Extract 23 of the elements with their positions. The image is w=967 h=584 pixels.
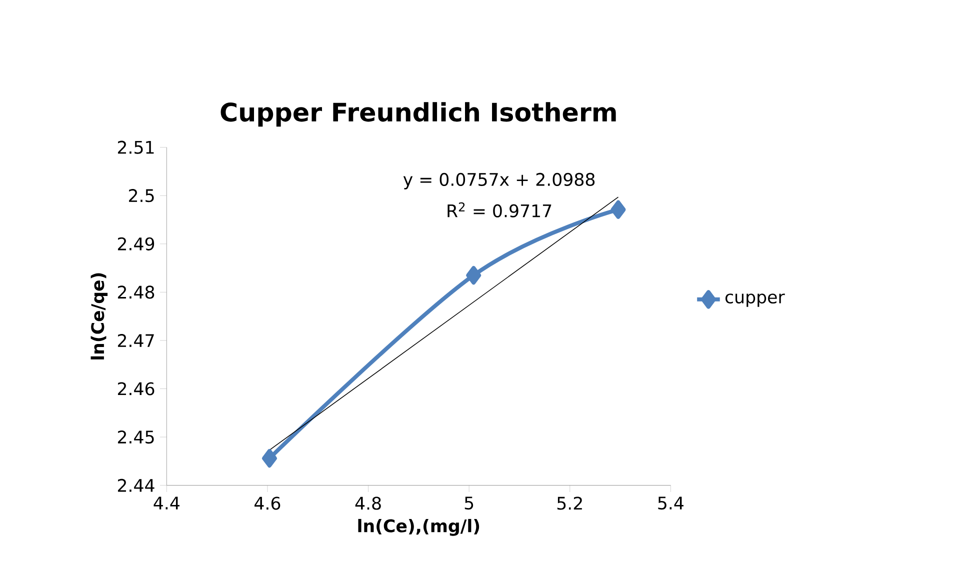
x-tick-label: 5.2 <box>557 496 582 510</box>
x-tick-label: 4.6 <box>254 496 280 510</box>
y-tick-label: 2.44 <box>118 478 154 492</box>
point <box>262 448 277 468</box>
y-tick-label: 2.46 <box>118 382 154 396</box>
y-tick-label: 2.5 <box>129 189 154 202</box>
chart-title: Cupper Freundlich Isotherm <box>220 102 616 127</box>
x-tick-label: 4.8 <box>355 496 381 510</box>
x-tick-label: 4.4 <box>154 496 180 510</box>
annotation: R$^{2}$ = 0.9717 <box>448 202 552 218</box>
y-tick-label: 2.45 <box>118 430 154 444</box>
y-tick-label: 2.49 <box>118 237 154 250</box>
point <box>466 266 482 285</box>
y-tick-label: 2.51 <box>118 140 154 154</box>
legend-label: cupper <box>725 294 785 307</box>
x-axis-title: ln(Ce),(mg/l) <box>358 518 480 536</box>
y-axis-title: ln(Ce/qe) <box>90 273 108 360</box>
annotation: y = 0.0757x + 2.0988 <box>403 172 595 190</box>
y-tick-label: 2.48 <box>118 286 154 299</box>
point <box>610 200 626 219</box>
x-tick-label: 5.4 <box>658 496 684 510</box>
y-tick-label: 2.47 <box>118 334 154 347</box>
x-tick-label: 5 <box>464 496 474 510</box>
